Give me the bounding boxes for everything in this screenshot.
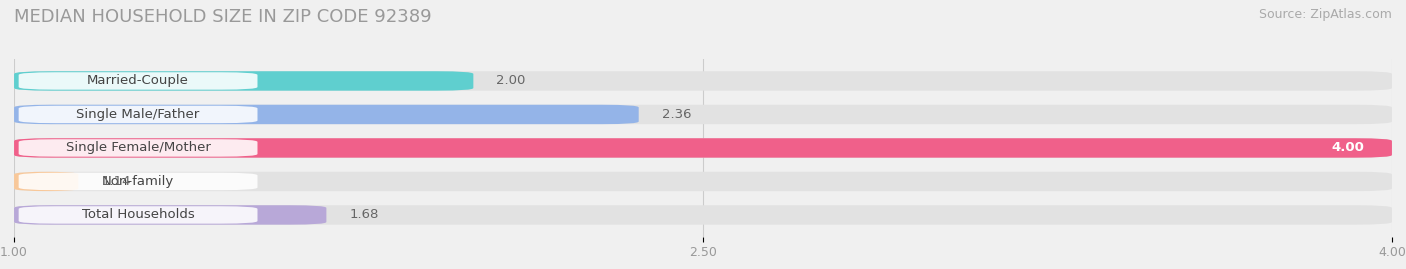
FancyBboxPatch shape: [14, 172, 79, 191]
FancyBboxPatch shape: [14, 105, 1392, 124]
FancyBboxPatch shape: [18, 72, 257, 90]
Text: Source: ZipAtlas.com: Source: ZipAtlas.com: [1258, 8, 1392, 21]
Text: Married-Couple: Married-Couple: [87, 75, 188, 87]
Text: 4.00: 4.00: [1331, 141, 1364, 154]
Text: 1.14: 1.14: [101, 175, 131, 188]
Text: 2.36: 2.36: [662, 108, 692, 121]
Text: 1.68: 1.68: [349, 208, 378, 221]
FancyBboxPatch shape: [14, 71, 1392, 91]
Text: Non-family: Non-family: [103, 175, 174, 188]
FancyBboxPatch shape: [14, 71, 474, 91]
FancyBboxPatch shape: [14, 138, 1392, 158]
Text: 2.00: 2.00: [496, 75, 526, 87]
Text: Single Female/Mother: Single Female/Mother: [66, 141, 211, 154]
FancyBboxPatch shape: [14, 138, 1392, 158]
FancyBboxPatch shape: [14, 205, 326, 225]
FancyBboxPatch shape: [18, 173, 257, 190]
FancyBboxPatch shape: [14, 105, 638, 124]
Text: Single Male/Father: Single Male/Father: [76, 108, 200, 121]
FancyBboxPatch shape: [14, 205, 1392, 225]
FancyBboxPatch shape: [18, 139, 257, 157]
FancyBboxPatch shape: [14, 172, 1392, 191]
Text: Total Households: Total Households: [82, 208, 194, 221]
FancyBboxPatch shape: [18, 106, 257, 123]
Text: MEDIAN HOUSEHOLD SIZE IN ZIP CODE 92389: MEDIAN HOUSEHOLD SIZE IN ZIP CODE 92389: [14, 8, 432, 26]
FancyBboxPatch shape: [18, 206, 257, 224]
